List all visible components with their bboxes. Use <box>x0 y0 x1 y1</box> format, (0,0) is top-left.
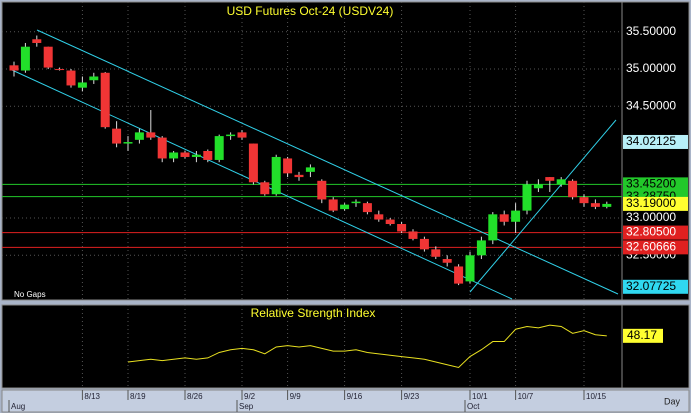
candle-body <box>488 214 498 241</box>
candle-body <box>556 179 566 185</box>
candle-body <box>157 137 167 159</box>
candle-body <box>568 180 578 198</box>
note: No Gaps <box>14 290 46 299</box>
candle-body <box>511 210 521 222</box>
x-tick-label: 10/15 <box>586 392 607 401</box>
level-label: 32.80500 <box>626 225 676 239</box>
chart-title: USD Futures Oct-24 (USDV24) <box>227 4 394 18</box>
candle-body <box>203 151 213 160</box>
candle-body <box>169 152 179 159</box>
candle-body <box>317 180 327 200</box>
candle-body <box>385 219 395 225</box>
level-label: 33.45200 <box>626 177 676 191</box>
candle-body <box>248 143 258 183</box>
candle-body <box>328 199 338 211</box>
level-label: 32.07725 <box>626 279 676 293</box>
month-label: Aug <box>11 402 25 411</box>
candle-body <box>180 152 190 157</box>
candle-body <box>9 65 19 71</box>
y-tick-label: 33.00000 <box>626 210 676 224</box>
labels: 35.5000035.0000034.5000033.0000032.50000… <box>11 24 688 411</box>
level-box <box>623 177 688 192</box>
candle-body <box>271 156 281 195</box>
candle-body <box>590 203 600 207</box>
rsi-line <box>127 324 607 369</box>
x-tick-label: 8/26 <box>187 392 203 401</box>
candle-body <box>294 174 304 178</box>
candle-body <box>66 70 76 86</box>
candle-body <box>442 259 452 263</box>
y-tick-label: 35.50000 <box>626 24 676 38</box>
rsi-last-label: 48.17 <box>627 328 657 342</box>
month-label: Sep <box>239 402 254 411</box>
candle-body <box>545 177 555 181</box>
candle-body <box>89 76 99 81</box>
candles <box>9 35 612 286</box>
level-label: 34.02125 <box>626 134 676 148</box>
candle-body <box>454 266 464 284</box>
candle-body <box>305 167 315 172</box>
y-tick-label: 35.00000 <box>626 61 676 75</box>
rsi-panel <box>1 304 690 389</box>
candle-body <box>20 46 30 71</box>
candle-body <box>191 154 201 157</box>
candle-body <box>226 134 236 137</box>
month-label: Oct <box>467 402 480 411</box>
level-box <box>623 240 688 255</box>
level-label: 32.60666 <box>626 240 676 254</box>
level-label: 33.19000 <box>626 196 676 210</box>
x-tick-label: 10/7 <box>518 392 534 401</box>
x-tick-label: 9/2 <box>244 392 256 401</box>
level-box <box>623 134 688 149</box>
level-box <box>623 196 688 211</box>
x-tick-label: 10/1 <box>472 392 488 401</box>
candle-body <box>362 203 372 213</box>
rsi-last-box <box>623 328 663 343</box>
rsi-title: Relative Strength Index <box>251 306 376 320</box>
level-box <box>623 225 688 240</box>
y-tick-label: 34.50000 <box>626 98 676 112</box>
trend-rising <box>469 119 617 293</box>
date-axis <box>1 389 690 413</box>
x-tick-label: 9/23 <box>404 392 420 401</box>
x-tick-label: 8/19 <box>130 392 146 401</box>
candle-body <box>340 204 350 210</box>
interval-label: Day <box>664 396 681 406</box>
candle-body <box>476 240 486 256</box>
levels <box>2 183 622 248</box>
candle-body <box>77 82 87 88</box>
candle-body <box>431 249 441 257</box>
candle-body <box>100 72 110 128</box>
x-tick-label: 8/13 <box>84 392 100 401</box>
candle-body <box>465 255 475 282</box>
candle-body <box>55 69 65 71</box>
candle-body <box>499 214 509 222</box>
candle-body <box>397 224 407 232</box>
candle-body <box>419 238 429 250</box>
channel-upper <box>36 29 619 295</box>
level-box <box>623 279 688 294</box>
candle-body <box>602 203 612 207</box>
candle-body <box>351 201 361 204</box>
candle-body <box>260 182 270 195</box>
candle-body <box>283 158 293 174</box>
candle-body <box>408 231 418 239</box>
candle-body <box>214 136 224 160</box>
candle-body <box>522 184 532 211</box>
price-panel <box>1 1 690 301</box>
candle-body <box>43 46 53 68</box>
candle-body <box>533 184 543 189</box>
candle-body <box>32 39 42 43</box>
candle-body <box>112 128 122 144</box>
candle-body <box>374 214 384 220</box>
candle-body <box>579 197 589 204</box>
x-tick-label: 9/9 <box>290 392 302 401</box>
candle-body <box>123 142 133 144</box>
candle-body <box>134 132 144 140</box>
x-tick-label: 9/16 <box>347 392 363 401</box>
candle-body <box>146 132 156 138</box>
candle-body <box>237 132 247 138</box>
